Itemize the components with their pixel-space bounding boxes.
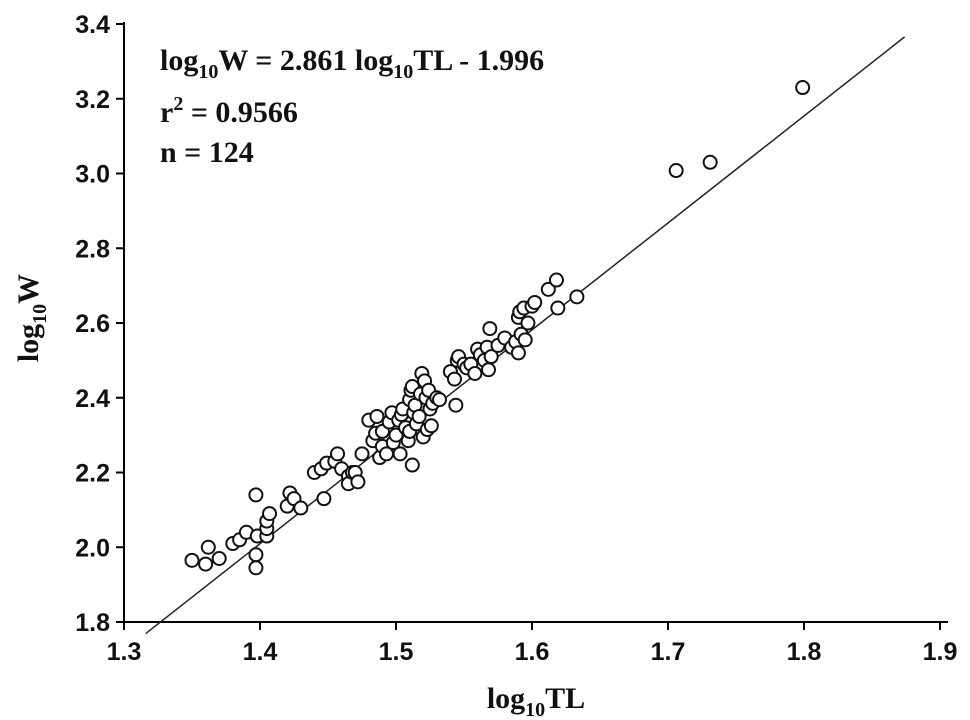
svg-text:r2 = 0.9566: r2 = 0.9566 bbox=[160, 93, 298, 129]
data-point bbox=[211, 550, 227, 566]
data-point bbox=[467, 365, 483, 381]
r2-part2: = 0.9566 bbox=[183, 96, 298, 129]
ylabel-main: log bbox=[12, 324, 45, 362]
data-point bbox=[388, 427, 404, 443]
data-point bbox=[411, 408, 427, 424]
data-point bbox=[480, 362, 496, 378]
data-point bbox=[248, 560, 264, 576]
y-tick-label: 3.2 bbox=[75, 86, 110, 114]
y-tick-label: 3.4 bbox=[75, 11, 110, 39]
ylabel-rest: W bbox=[12, 274, 45, 304]
data-point bbox=[423, 418, 439, 434]
equation-annotation: log10W = 2.861 log10TL - 1.996 bbox=[160, 44, 544, 83]
data-point bbox=[548, 272, 564, 288]
data-point bbox=[248, 487, 264, 503]
data-point bbox=[262, 506, 278, 522]
data-point bbox=[527, 294, 543, 310]
xlabel-rest: TL bbox=[545, 682, 585, 715]
y-axis-title: log10W bbox=[12, 274, 51, 362]
data-point bbox=[293, 500, 309, 516]
y-tick-label: 2.4 bbox=[75, 385, 110, 413]
equation-sub1: 10 bbox=[198, 61, 218, 83]
data-point bbox=[517, 332, 533, 348]
y-tick-label: 3.0 bbox=[75, 161, 110, 189]
xlabel-sub: 10 bbox=[525, 699, 545, 720]
data-point bbox=[668, 163, 684, 179]
x-ticks: 1.3 1.4 1.5 1.6 1.7 1.8 1.9 bbox=[107, 622, 958, 666]
data-point bbox=[404, 457, 420, 473]
x-axis-title: log10TL bbox=[487, 682, 585, 720]
n-text: n = 124 bbox=[160, 136, 254, 169]
y-tick-label: 2.0 bbox=[75, 534, 110, 562]
equation-part2: W = 2.861 log bbox=[218, 44, 393, 77]
data-point bbox=[198, 556, 214, 572]
svg-text:log10TL: log10TL bbox=[487, 682, 585, 720]
equation-part3: TL - 1.996 bbox=[413, 44, 544, 77]
data-point bbox=[550, 300, 566, 316]
ylabel-sub: 10 bbox=[29, 304, 51, 324]
r2-sup: 2 bbox=[173, 93, 183, 115]
y-tick-label: 2.6 bbox=[75, 310, 110, 338]
data-point bbox=[569, 289, 585, 305]
x-tick-label: 1.9 bbox=[923, 638, 958, 666]
equation-part1: log bbox=[160, 44, 198, 77]
data-point bbox=[482, 321, 498, 337]
data-point bbox=[392, 446, 408, 462]
x-tick-label: 1.7 bbox=[651, 638, 686, 666]
data-point bbox=[540, 281, 556, 297]
x-tick-label: 1.6 bbox=[515, 638, 550, 666]
data-point bbox=[184, 552, 200, 568]
plot-area: 1.3 1.4 1.5 1.6 1.7 1.8 1.9 1.8 2.0 2.2 2.4 2.6 2.8… bbox=[75, 11, 957, 666]
data-point bbox=[520, 315, 536, 331]
x-tick-label: 1.8 bbox=[787, 638, 822, 666]
data-point bbox=[446, 371, 462, 387]
data-point bbox=[369, 408, 385, 424]
data-point bbox=[702, 154, 718, 170]
y-tick-label: 2.8 bbox=[75, 235, 110, 263]
data-points bbox=[184, 80, 811, 576]
y-ticks: 1.8 2.0 2.2 2.4 2.6 2.8 3.0 3.2 3.4 bbox=[75, 11, 124, 637]
svg-text:log10W: log10W bbox=[12, 274, 51, 362]
n-annotation: n = 124 bbox=[160, 136, 254, 169]
data-point bbox=[354, 446, 370, 462]
data-point bbox=[200, 539, 216, 555]
data-point bbox=[350, 474, 366, 490]
data-point bbox=[510, 345, 526, 361]
r2-annotation: r2 = 0.9566 bbox=[160, 93, 298, 129]
data-point bbox=[483, 349, 499, 365]
data-point bbox=[432, 392, 448, 408]
equation-sub2: 10 bbox=[393, 61, 413, 83]
data-point bbox=[248, 547, 264, 563]
svg-text:log10W = 2.861 log10TL - 1.996: log10W = 2.861 log10TL - 1.996 bbox=[160, 44, 544, 83]
data-point bbox=[795, 80, 811, 96]
data-point bbox=[448, 397, 464, 413]
data-point bbox=[316, 491, 332, 507]
xlabel-main: log bbox=[487, 682, 525, 715]
y-tick-label: 1.8 bbox=[75, 609, 110, 637]
x-tick-label: 1.3 bbox=[107, 638, 142, 666]
x-tick-label: 1.5 bbox=[379, 638, 414, 666]
data-point bbox=[330, 446, 346, 462]
y-tick-label: 2.2 bbox=[75, 460, 110, 488]
r2-part1: r bbox=[160, 96, 173, 129]
x-tick-label: 1.4 bbox=[243, 638, 278, 666]
